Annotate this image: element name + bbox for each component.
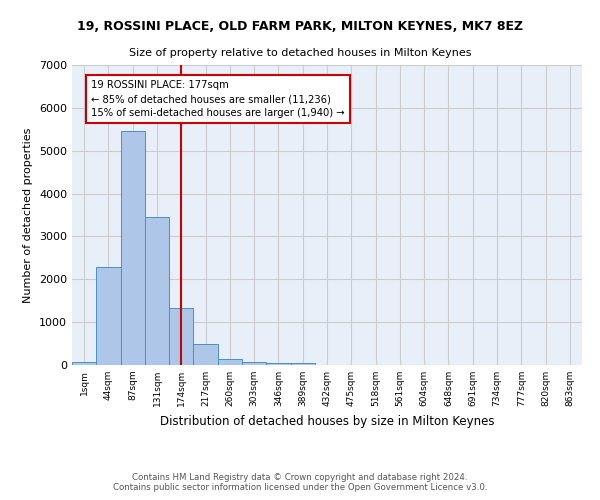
Text: Contains HM Land Registry data © Crown copyright and database right 2024.
Contai: Contains HM Land Registry data © Crown c… (113, 473, 487, 492)
Bar (193, 344, 218, 365)
Text: Size of property relative to detached houses in Milton Keynes: Size of property relative to detached ho… (129, 48, 471, 58)
Bar (169, 308, 193, 365)
Text: 19 ROSSINI PLACE: 177sqm
← 85% of detached houses are smaller (11,236)
15% of se: 19 ROSSINI PLACE: 177sqm ← 85% of detach… (91, 80, 345, 118)
Bar (96, 268, 121, 365)
Bar (121, 132, 145, 365)
Bar (290, 364, 315, 365)
Bar (242, 362, 266, 365)
Bar (72, 362, 96, 365)
Y-axis label: Number of detached properties: Number of detached properties (23, 128, 34, 302)
X-axis label: Distribution of detached houses by size in Milton Keynes: Distribution of detached houses by size … (160, 414, 494, 428)
Bar (218, 358, 242, 365)
Text: 19, ROSSINI PLACE, OLD FARM PARK, MILTON KEYNES, MK7 8EZ: 19, ROSSINI PLACE, OLD FARM PARK, MILTON… (77, 20, 523, 33)
Bar (266, 363, 290, 365)
Bar (145, 217, 169, 365)
